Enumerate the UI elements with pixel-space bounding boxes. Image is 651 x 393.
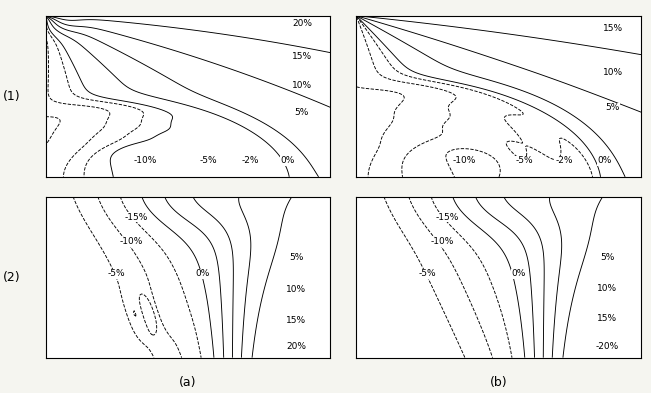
Text: 5%: 5%	[295, 108, 309, 117]
Text: -15%: -15%	[436, 213, 459, 222]
Text: -5%: -5%	[419, 269, 436, 278]
Text: 10%: 10%	[603, 68, 623, 77]
Text: -5%: -5%	[108, 269, 126, 278]
Text: 10%: 10%	[597, 284, 617, 293]
Text: 15%: 15%	[603, 24, 623, 33]
Text: -2%: -2%	[555, 156, 573, 165]
Text: 15%: 15%	[597, 314, 617, 323]
Text: -20%: -20%	[596, 342, 618, 351]
Text: 10%: 10%	[286, 285, 306, 294]
Text: -15%: -15%	[125, 213, 148, 222]
Text: 20%: 20%	[292, 19, 312, 28]
Text: -10%: -10%	[133, 156, 157, 165]
Text: (a): (a)	[179, 376, 197, 389]
Text: -10%: -10%	[119, 237, 143, 246]
Text: 5%: 5%	[600, 253, 615, 262]
Text: (1): (1)	[3, 90, 21, 103]
Text: -10%: -10%	[430, 237, 454, 246]
Text: -5%: -5%	[199, 156, 217, 165]
Text: 0%: 0%	[281, 156, 295, 165]
Text: (b): (b)	[490, 376, 508, 389]
Text: 0%: 0%	[597, 156, 611, 165]
Text: 15%: 15%	[292, 51, 312, 61]
Text: 5%: 5%	[289, 253, 303, 262]
Text: -2%: -2%	[242, 156, 259, 165]
Text: 0%: 0%	[195, 269, 210, 278]
Text: -10%: -10%	[453, 156, 477, 165]
Text: 5%: 5%	[605, 103, 620, 112]
Text: 0%: 0%	[512, 269, 526, 278]
Text: 10%: 10%	[292, 81, 312, 90]
Text: -5%: -5%	[516, 156, 533, 165]
Text: 15%: 15%	[286, 316, 306, 325]
Text: (2): (2)	[3, 270, 21, 284]
Text: 20%: 20%	[286, 342, 306, 351]
